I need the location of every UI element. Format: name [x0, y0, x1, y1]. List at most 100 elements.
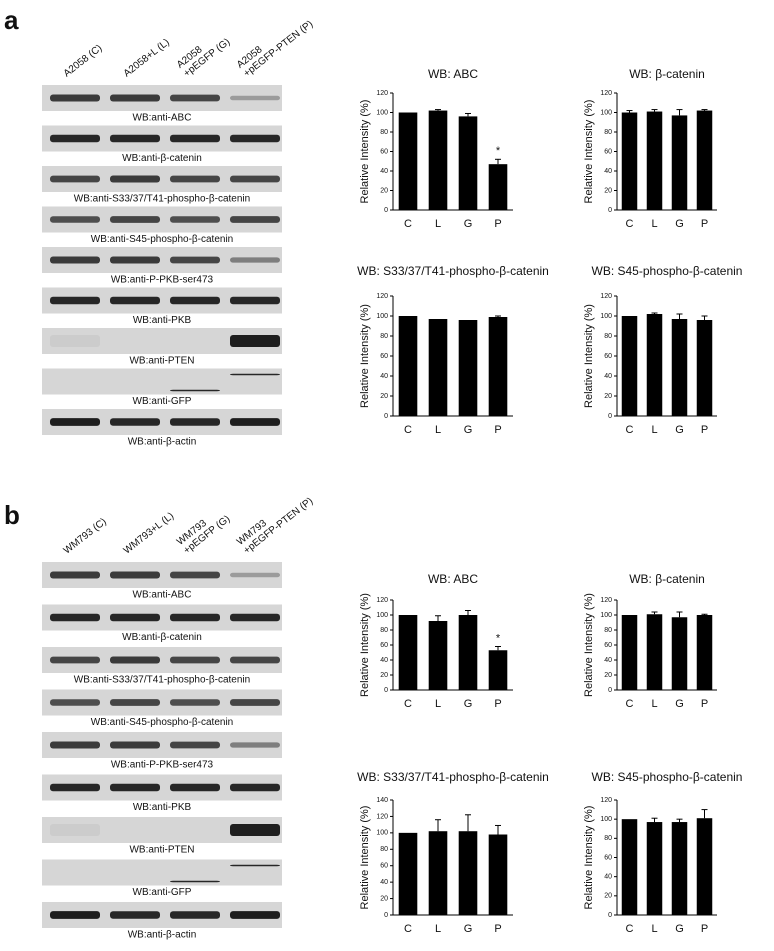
blot-label: WB:anti-PKB: [133, 315, 192, 326]
y-tick-label: 0: [608, 207, 612, 214]
bar: [488, 317, 508, 416]
blot-label: WB:anti-S33/37/T41-phospho-β-catenin: [74, 675, 250, 686]
blot-band: [50, 216, 100, 223]
blot-band: [50, 175, 100, 183]
y-tick-label: 60: [380, 353, 388, 360]
y-tick-label: 0: [384, 413, 388, 420]
x-tick-label: C: [626, 424, 634, 436]
y-tick-label: 100: [600, 612, 612, 619]
y-tick-label: 0: [608, 413, 612, 420]
blot-band: [230, 864, 280, 867]
bar: [488, 164, 508, 210]
y-tick-label: 40: [604, 874, 612, 881]
x-tick-label: P: [701, 923, 708, 935]
bar: [458, 831, 478, 915]
x-tick-label: G: [675, 923, 684, 935]
y-tick-label: 60: [604, 353, 612, 360]
y-tick-label: 80: [604, 835, 612, 842]
bar: [646, 822, 663, 915]
y-tick-label: 120: [600, 597, 612, 604]
x-tick-label: G: [464, 424, 473, 436]
y-tick-label: 40: [604, 657, 612, 664]
blot-band: [110, 134, 160, 143]
blot-band: [50, 335, 100, 347]
chart-title: WB: S33/37/T41-phospho-β-catenin: [357, 770, 549, 784]
blot-band: [110, 94, 160, 102]
y-tick-label: 20: [380, 672, 388, 679]
blot-band: [230, 699, 280, 706]
y-tick-label: 100: [376, 109, 388, 116]
blot-band: [110, 571, 160, 579]
blot-band: [110, 656, 160, 664]
blot-band: [170, 911, 220, 919]
lane-label: A2058+pEGFP (G): [175, 37, 232, 80]
blot-label: WB:anti-ABC: [133, 590, 192, 601]
blot-band: [110, 216, 160, 223]
blot-band: [170, 175, 220, 183]
y-tick-label: 120: [600, 797, 612, 804]
bar: [696, 110, 713, 210]
blot-band: [170, 613, 220, 622]
y-tick-label: 20: [604, 393, 612, 400]
blot-band: [50, 783, 100, 792]
lane-label-line: WM793 (C): [62, 516, 109, 556]
x-tick-label: C: [404, 218, 412, 230]
y-tick-label: 0: [384, 207, 388, 214]
panel-letter: b: [4, 500, 20, 530]
y-tick-label: 80: [380, 627, 388, 634]
y-tick-label: 80: [380, 846, 388, 853]
blot-band: [230, 95, 280, 101]
x-tick-label: C: [404, 923, 412, 935]
y-tick-label: 100: [600, 816, 612, 823]
y-axis-label: Relative Intensity (%): [359, 100, 371, 204]
blot-band: [110, 175, 160, 183]
y-tick-label: 120: [600, 293, 612, 300]
y-tick-label: 60: [604, 854, 612, 861]
x-tick-label: G: [464, 698, 473, 710]
lane-label-line: WM793+L (L): [122, 511, 176, 557]
bar: [671, 617, 688, 690]
lane-label: A2058 (C): [62, 43, 105, 80]
blot-band: [230, 216, 280, 223]
blot-band: [110, 613, 160, 622]
y-tick-label: 20: [380, 187, 388, 194]
blot-band: [50, 134, 100, 143]
x-tick-label: G: [675, 218, 684, 230]
chart-title: WB: ABC: [428, 67, 478, 81]
y-tick-label: 100: [600, 109, 612, 116]
y-tick-label: 60: [380, 148, 388, 155]
x-tick-label: L: [435, 424, 441, 436]
y-tick-label: 100: [376, 612, 388, 619]
blot-band: [230, 783, 280, 792]
x-tick-label: P: [494, 698, 501, 710]
y-tick-label: 20: [604, 187, 612, 194]
bar: [671, 822, 688, 915]
y-axis-label: Relative Intensity (%): [359, 806, 371, 910]
blot-label: WB:anti-S45-phospho-β-catenin: [91, 234, 234, 245]
x-tick-label: C: [404, 698, 412, 710]
blot-band: [170, 94, 220, 102]
blot-band: [110, 418, 160, 426]
blot-band: [110, 699, 160, 706]
blot-label: WB:anti-PKB: [133, 802, 192, 813]
x-tick-label: P: [494, 923, 501, 935]
blot-band: [230, 656, 280, 664]
y-tick-label: 40: [604, 373, 612, 380]
x-tick-label: P: [494, 424, 501, 436]
blot-label: WB:anti-ABC: [133, 113, 192, 124]
blot-band: [230, 742, 280, 748]
bar: [428, 831, 448, 915]
x-tick-label: C: [404, 424, 412, 436]
blot-label: WB:anti-β-catenin: [122, 153, 202, 164]
bar: [488, 650, 508, 690]
blot-band: [50, 613, 100, 622]
chart-title: WB: β-catenin: [629, 572, 705, 586]
bar: [696, 818, 713, 915]
lane-label: WM793+L (L): [122, 511, 176, 557]
y-tick-label: 60: [604, 148, 612, 155]
x-tick-label: L: [435, 218, 441, 230]
y-tick-label: 20: [604, 893, 612, 900]
blot-band: [170, 699, 220, 706]
y-tick-label: 60: [380, 642, 388, 649]
lane-label: A2058+L (L): [122, 37, 172, 80]
